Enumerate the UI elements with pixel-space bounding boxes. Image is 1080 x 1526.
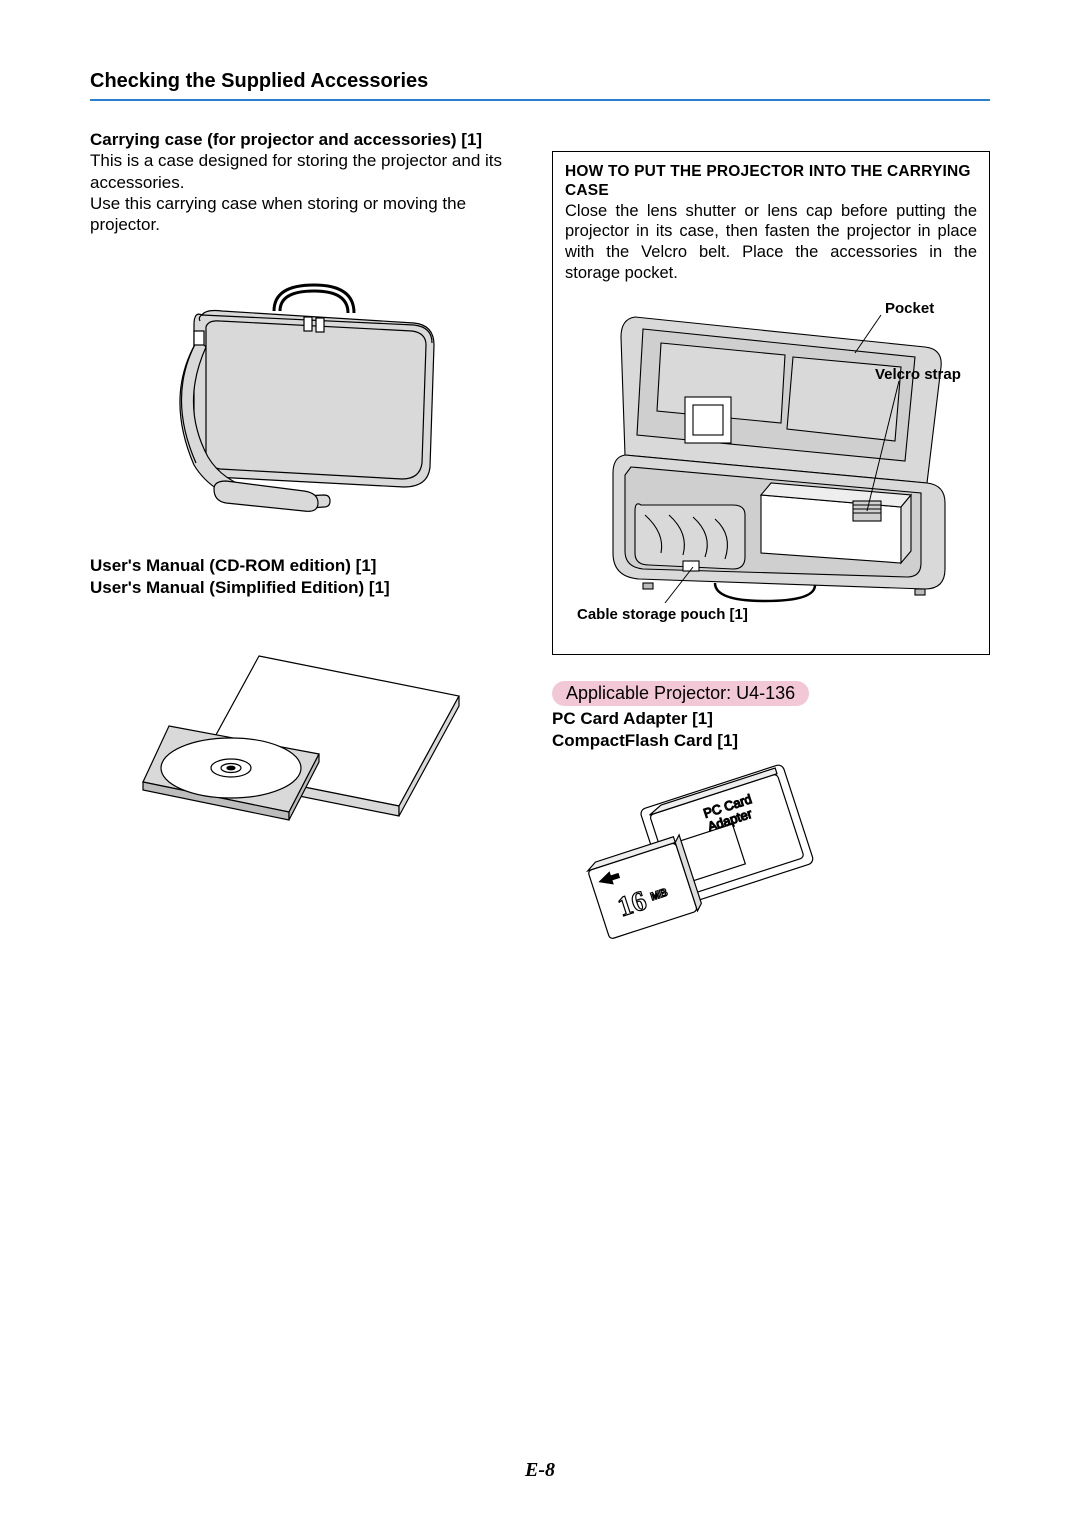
manuals-block: User's Manual (CD-ROM edition) [1] User'… (90, 555, 528, 836)
carrying-case-open-illustration: Pocket Velcro strap Cable storage pouch … (565, 283, 975, 643)
carrying-case-heading: Carrying case (for projector and accesso… (90, 129, 528, 150)
howto-frame: HOW TO PUT THE PROJECTOR INTO THE CARRYI… (552, 151, 990, 655)
carrying-case-desc2: Use this carrying case when storing or m… (90, 193, 528, 236)
howto-heading: HOW TO PUT THE PROJECTOR INTO THE CARRYI… (565, 162, 977, 201)
right-column: HOW TO PUT THE PROJECTOR INTO THE CARRYI… (552, 129, 990, 961)
section-title: Checking the Supplied Accessories (90, 70, 990, 93)
carrying-case-closed-illustration (154, 245, 464, 515)
callout-pouch: Cable storage pouch [1] (577, 606, 748, 623)
page-number: E-8 (0, 1459, 1080, 1482)
manual-simplified-label: User's Manual (Simplified Edition) [1] (90, 577, 528, 598)
section-rule (90, 99, 990, 101)
carrying-case-desc1: This is a case designed for storing the … (90, 150, 528, 193)
applicable-projector-pill: Applicable Projector: U4-136 (552, 681, 809, 706)
two-column-layout: Carrying case (for projector and accesso… (90, 129, 990, 961)
carrying-case-block: Carrying case (for projector and accesso… (90, 129, 528, 515)
callout-velcro: Velcro strap (875, 366, 961, 383)
left-column: Carrying case (for projector and accesso… (90, 129, 528, 961)
pccard-block: Applicable Projector: U4-136 PC Card Ada… (552, 681, 990, 939)
pccard-adapter-label: PC Card Adapter [1] (552, 708, 990, 729)
pccard-illustration: PC Card Adapter 16 MB (562, 759, 822, 939)
manual-cdrom-label: User's Manual (CD-ROM edition) [1] (90, 555, 528, 576)
cdrom-manual-illustration (139, 616, 479, 836)
page-container: Checking the Supplied Accessories Carryi… (0, 0, 1080, 1526)
howto-body: Close the lens shutter or lens cap befor… (565, 201, 977, 284)
compactflash-label: CompactFlash Card [1] (552, 730, 990, 751)
callout-pocket: Pocket (885, 300, 934, 317)
